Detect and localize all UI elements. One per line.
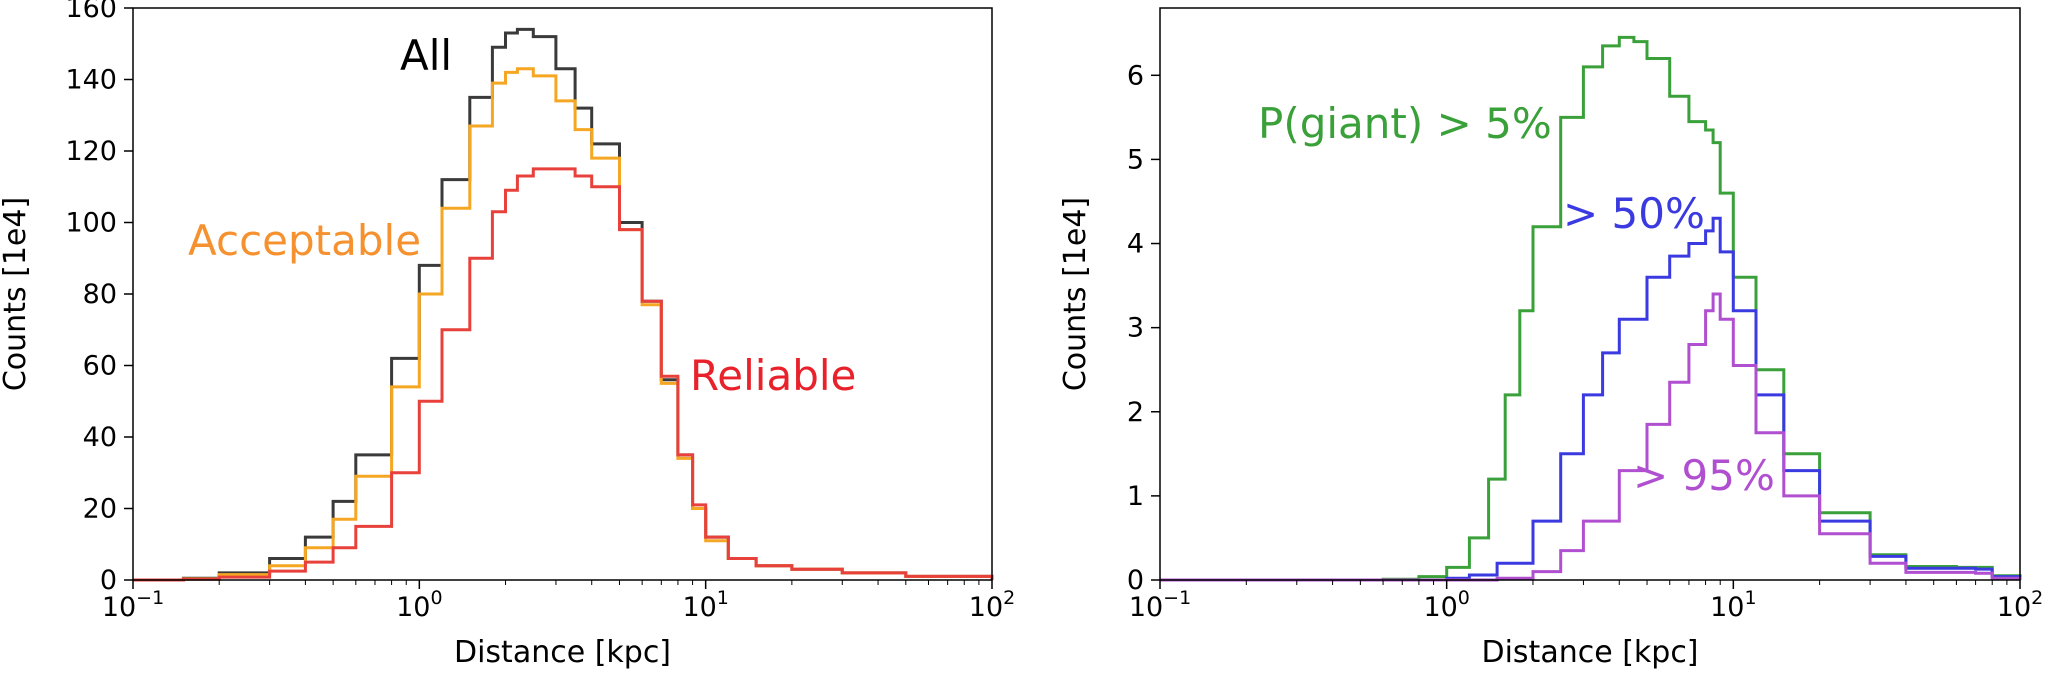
x-tick-exponent: 2 xyxy=(1003,587,1015,609)
left-chart-panel: 10−1 100 101 102020406080100120140160Distan… xyxy=(0,0,1015,670)
y-tick-label: 2 xyxy=(1127,397,1144,428)
y-axis-label: Counts [1e4] xyxy=(0,197,33,391)
x-tick-label: 100 xyxy=(396,587,442,623)
series-line-2 xyxy=(1160,292,2022,582)
x-tick-base: 10 xyxy=(102,592,136,623)
x-tick-label: 100 xyxy=(1423,587,1469,623)
x-tick-label: 101 xyxy=(1710,587,1756,623)
y-tick-label: 4 xyxy=(1127,229,1144,260)
axes-frame xyxy=(1159,7,2021,581)
y-tick-label: 3 xyxy=(1127,313,1144,344)
series-annotation: Reliable xyxy=(690,351,856,400)
y-tick-label: 40 xyxy=(83,422,117,453)
x-tick-base: 10 xyxy=(396,592,430,623)
y-tick-label: 160 xyxy=(65,0,117,24)
x-tick-label: 102 xyxy=(1997,587,2043,623)
x-tick-exponent: 1 xyxy=(717,587,729,609)
x-axis-label: Distance [kpc] xyxy=(1481,635,1698,670)
x-tick-base: 10 xyxy=(1997,592,2031,623)
axes-frame xyxy=(132,7,993,581)
y-tick-label: 140 xyxy=(65,65,117,96)
y-tick-label: 80 xyxy=(83,279,117,310)
y-tick-label: 100 xyxy=(65,208,117,239)
x-tick-exponent: 2 xyxy=(2031,587,2043,609)
y-tick-label: 120 xyxy=(65,136,117,167)
x-tick-base: 10 xyxy=(1710,592,1744,623)
y-axis-label: Counts [1e4] xyxy=(1058,197,1093,391)
y-tick-label: 1 xyxy=(1127,481,1144,512)
series-annotation: > 95% xyxy=(1633,451,1775,500)
x-tick-base: 10 xyxy=(1423,592,1457,623)
x-tick-exponent: −1 xyxy=(1163,587,1191,609)
y-tick-label: 5 xyxy=(1127,144,1144,175)
x-tick-base: 10 xyxy=(969,592,1003,623)
series-annotation: All xyxy=(400,31,452,80)
x-tick-base: 10 xyxy=(682,592,716,623)
x-tick-label: 10−1 xyxy=(102,587,164,623)
series-annotation: P(giant) > 5% xyxy=(1258,99,1552,148)
x-tick-label: 101 xyxy=(682,587,728,623)
y-tick-label: 0 xyxy=(1127,565,1144,596)
series-line-1 xyxy=(133,67,994,582)
y-tick-label: 60 xyxy=(83,351,117,382)
x-tick-label: 102 xyxy=(969,587,1015,623)
x-axis-label: Distance [kpc] xyxy=(454,635,671,670)
x-tick-base: 10 xyxy=(1129,592,1163,623)
series-annotation: Acceptable xyxy=(188,216,421,265)
x-tick-exponent: 0 xyxy=(1458,587,1470,609)
y-tick-label: 0 xyxy=(100,565,117,596)
series-line-1 xyxy=(1160,216,2022,582)
x-tick-exponent: 1 xyxy=(1744,587,1756,609)
y-tick-label: 6 xyxy=(1127,60,1144,91)
series-line-2 xyxy=(133,167,994,582)
series-annotation: > 50% xyxy=(1563,189,1705,238)
x-tick-exponent: −1 xyxy=(136,587,164,609)
y-tick-label: 20 xyxy=(83,494,117,525)
series-line-0 xyxy=(133,27,994,582)
x-tick-label: 10−1 xyxy=(1129,587,1191,623)
x-tick-exponent: 0 xyxy=(430,587,442,609)
